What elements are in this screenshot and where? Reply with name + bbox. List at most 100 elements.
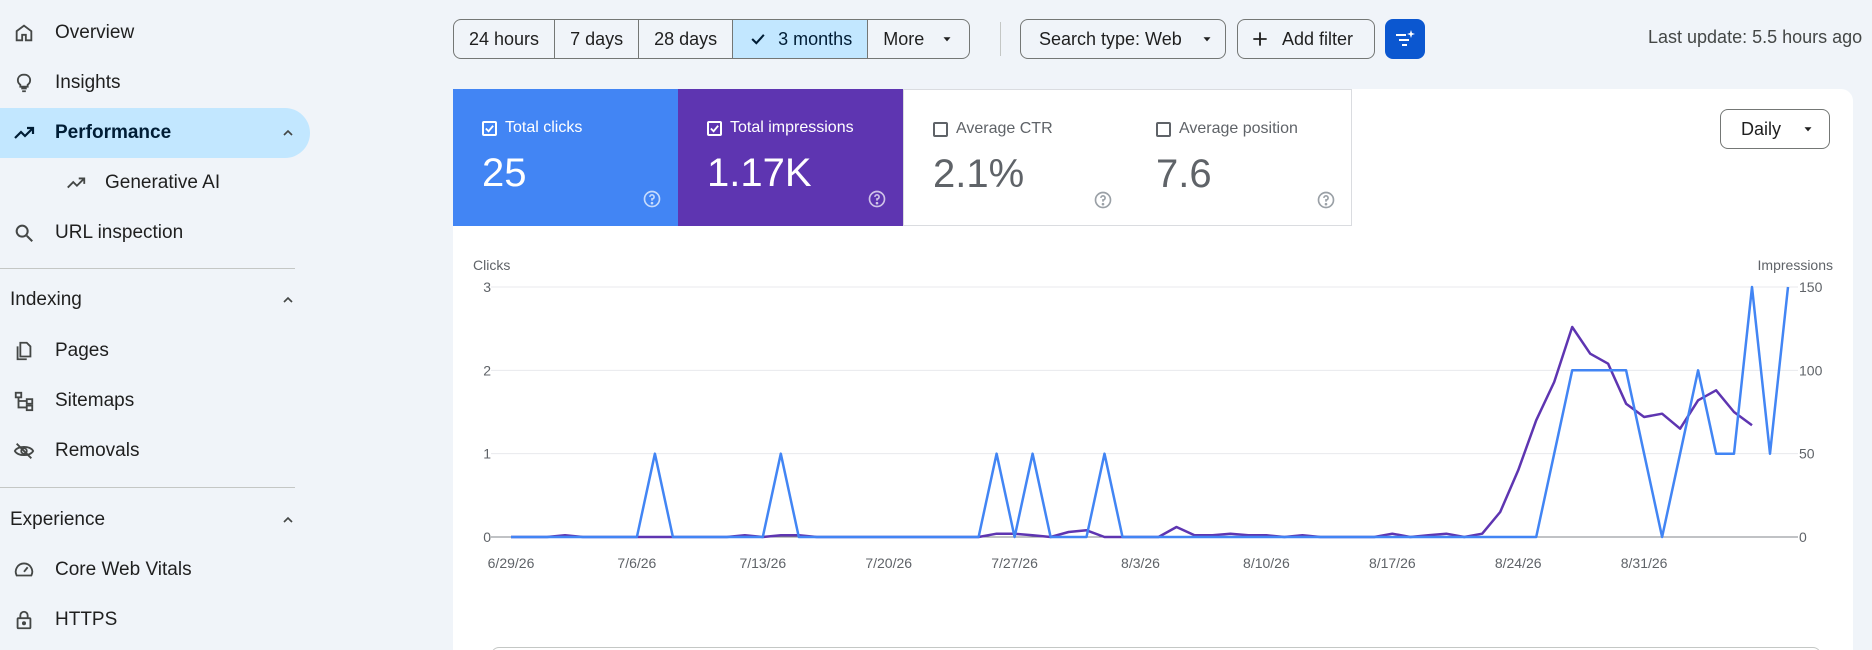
sidebar-item-label: Removals <box>55 440 140 461</box>
help-icon[interactable] <box>642 189 662 209</box>
x-tick-label: 8/17/26 <box>1369 555 1416 571</box>
metric-value: 7.6 <box>1156 152 1212 196</box>
metric-label: Total impressions <box>730 119 854 136</box>
metric-value: 1.17K <box>707 151 812 195</box>
metric-header: Average CTR <box>933 120 1053 138</box>
home-icon <box>12 21 36 45</box>
section-title: Indexing <box>10 289 82 310</box>
x-tick-label: 6/29/26 <box>488 555 535 571</box>
sidebar: Overview Insights Performance Generative… <box>0 0 310 650</box>
metric-total-impressions[interactable]: Total impressions 1.17K <box>678 89 903 226</box>
help-icon[interactable] <box>867 189 887 209</box>
y-left-tick-label: 3 <box>483 279 491 295</box>
metric-value: 25 <box>482 151 527 195</box>
checkbox-unchecked[interactable] <box>1156 121 1171 137</box>
metric-average-position[interactable]: Average position 7.6 <box>1127 89 1352 226</box>
search-type-label: Search type: Web <box>1039 28 1182 49</box>
performance-chart: Clicks Impressions 0 1 2 3 0 50 100 150 6/29/2… <box>473 257 1833 571</box>
chevron-up-icon[interactable] <box>278 510 298 530</box>
sidebar-item-performance[interactable]: Performance <box>0 108 310 158</box>
sidebar-item-label: HTTPS <box>55 609 118 630</box>
caret-down-icon <box>1804 127 1812 132</box>
granularity-dropdown[interactable]: Daily <box>1720 109 1830 149</box>
metric-value: 2.1% <box>933 152 1025 196</box>
y-left-tick-label: 2 <box>483 362 491 378</box>
section-experience[interactable]: Experience <box>10 500 310 540</box>
range-7-days[interactable]: 7 days <box>555 20 640 58</box>
metric-header: Total impressions <box>707 119 854 137</box>
y-right-tick-label: 0 <box>1799 529 1807 545</box>
last-update-text: Last update: 5.5 hours ago <box>1648 27 1863 47</box>
metric-header: Total clicks <box>482 119 582 137</box>
sidebar-item-label: Pages <box>55 340 109 361</box>
sidebar-item-label: Overview <box>55 22 135 43</box>
search-type-dropdown[interactable]: Search type: Web <box>1020 19 1226 59</box>
sidebar-item-label: Performance <box>55 122 172 143</box>
y-right-tick-label: 100 <box>1799 362 1823 378</box>
gauge-icon <box>12 558 36 582</box>
sidebar-item-label: Insights <box>55 72 121 93</box>
y-left-tick-label: 0 <box>483 529 491 545</box>
series-line-clicks <box>511 285 1790 539</box>
section-title: Experience <box>10 509 106 530</box>
trending-up-icon <box>64 171 88 195</box>
caret-down-icon <box>943 37 951 42</box>
series-line-impressions <box>511 325 1753 539</box>
help-icon[interactable] <box>1316 190 1336 210</box>
x-tick-label: 7/27/26 <box>991 555 1038 571</box>
pages-icon <box>12 339 36 363</box>
checkbox-unchecked[interactable] <box>933 121 948 137</box>
x-tick-label: 8/3/26 <box>1121 555 1160 571</box>
metric-label: Average CTR <box>956 120 1053 137</box>
x-tick-label: 7/20/26 <box>865 555 912 571</box>
y-left-tick-label: 1 <box>483 446 491 462</box>
sidebar-item-label: Sitemaps <box>55 390 135 411</box>
y-axis-left-label: Clicks <box>473 257 510 273</box>
sidebar-item-label: URL inspection <box>55 222 184 243</box>
check-icon <box>751 34 765 45</box>
x-tick-label: 7/6/26 <box>617 555 656 571</box>
range-more[interactable]: More <box>868 20 969 58</box>
checkbox-checked[interactable] <box>482 120 497 136</box>
metric-average-ctr[interactable]: Average CTR 2.1% <box>903 89 1128 226</box>
add-filter-button[interactable]: Add filter <box>1237 19 1375 59</box>
metric-header: Average position <box>1156 120 1298 138</box>
metric-label: Average position <box>1179 120 1298 137</box>
divider <box>0 487 295 488</box>
y-right-tick-label: 50 <box>1799 446 1815 462</box>
range-3-months[interactable]: 3 months <box>733 20 869 58</box>
divider <box>0 268 295 269</box>
filter-sparkle-icon <box>1396 30 1415 46</box>
x-tick-label: 8/10/26 <box>1243 555 1290 571</box>
range-label: More <box>883 28 925 49</box>
trending-up-icon <box>12 121 36 145</box>
plus-icon <box>1253 32 1267 46</box>
metric-total-clicks[interactable]: Total clicks 25 <box>453 89 678 226</box>
x-tick-label: 8/24/26 <box>1495 555 1542 571</box>
y-axis-right-label: Impressions <box>1758 257 1833 273</box>
lightbulb-icon <box>12 71 36 95</box>
lock-icon <box>12 608 36 632</box>
caret-down-icon <box>1203 37 1211 42</box>
metric-label: Total clicks <box>505 119 583 136</box>
divider <box>1000 22 1001 56</box>
chevron-up-icon[interactable] <box>278 290 298 310</box>
range-28-days[interactable]: 28 days <box>639 20 734 58</box>
sitemap-icon <box>12 389 36 413</box>
help-icon[interactable] <box>1093 190 1113 210</box>
sidebar-item-label: Generative AI <box>105 172 221 193</box>
y-right-tick-label: 150 <box>1799 279 1823 295</box>
x-tick-label: 7/13/26 <box>739 555 786 571</box>
section-indexing[interactable]: Indexing <box>10 280 310 320</box>
filter-sparkle-button[interactable] <box>1385 19 1425 59</box>
sidebar-item-label: Core Web Vitals <box>55 559 192 580</box>
chevron-up-icon[interactable] <box>278 123 298 143</box>
x-tick-label: 8/31/26 <box>1621 555 1668 571</box>
range-label: 3 months <box>778 28 853 49</box>
granularity-label: Daily <box>1741 118 1782 139</box>
range-24-hours[interactable]: 24 hours <box>454 20 556 58</box>
add-filter-label: Add filter <box>1282 28 1354 49</box>
checkbox-checked[interactable] <box>707 120 722 136</box>
eye-off-icon <box>12 439 36 463</box>
search-icon <box>12 221 36 245</box>
